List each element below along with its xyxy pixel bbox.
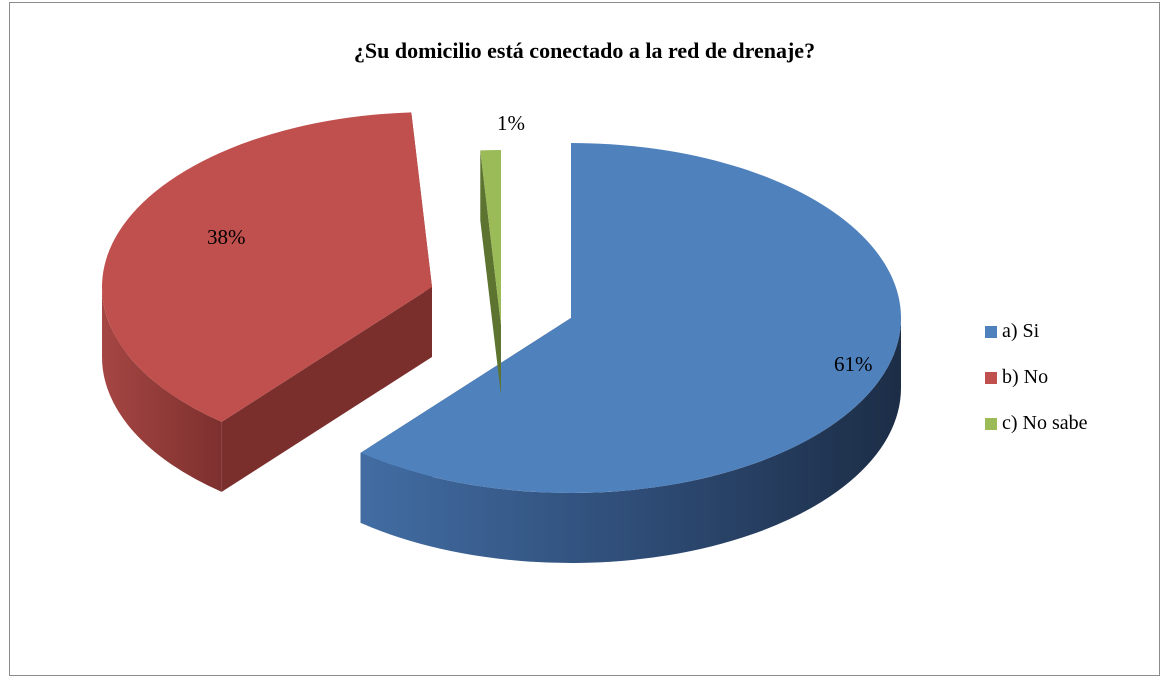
legend-item-1: a) Si bbox=[985, 316, 1088, 347]
slice-2-side bbox=[102, 287, 222, 492]
slice-1-top bbox=[360, 143, 901, 493]
slice-1-data-label: 61% bbox=[834, 352, 873, 376]
slice-3 bbox=[480, 150, 501, 395]
legend-item-2: b) No bbox=[985, 362, 1088, 393]
legend-item-3: c) No sabe bbox=[985, 408, 1088, 439]
legend-swatch-1 bbox=[985, 325, 997, 338]
slice-1-side bbox=[360, 318, 901, 563]
slice-3-data-label: 1% bbox=[497, 111, 525, 135]
chart-frame bbox=[9, 2, 1160, 676]
slice-2-wall-1 bbox=[221, 287, 432, 492]
slice-3-top bbox=[480, 150, 501, 325]
slice-1 bbox=[360, 143, 901, 563]
legend-swatch-2 bbox=[985, 371, 997, 384]
legend-label-2: b) No bbox=[1002, 366, 1049, 388]
slice-2-data-label: 38% bbox=[207, 225, 246, 249]
slice-2 bbox=[102, 112, 432, 492]
legend-swatch-3 bbox=[985, 417, 997, 430]
legend: a) Si b) No c) No sabe bbox=[985, 316, 1088, 454]
legend-label-3: c) No sabe bbox=[1002, 412, 1088, 434]
slice-2-top bbox=[102, 112, 432, 422]
legend-label-1: a) Si bbox=[1002, 320, 1040, 342]
slice-3-wall-1 bbox=[480, 150, 501, 395]
chart-title: ¿Su domicilio está conectado a la red de… bbox=[353, 38, 816, 63]
